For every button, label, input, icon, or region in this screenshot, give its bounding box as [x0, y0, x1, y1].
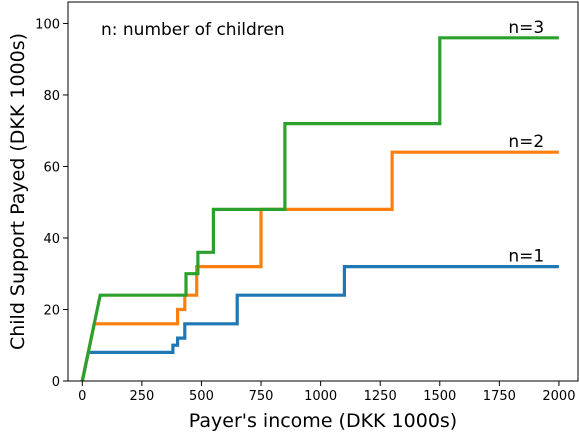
x-tick-label: 1500: [423, 389, 456, 404]
x-axis-label: Payer's income (DKK 1000s): [189, 410, 457, 432]
x-tick-label: 1250: [364, 389, 397, 404]
x-tick-label: 1750: [483, 389, 516, 404]
series-label-2: n=2: [508, 132, 544, 152]
y-tick-label: 20: [43, 303, 60, 318]
y-tick-label: 80: [43, 89, 60, 104]
x-tick-label: 0: [78, 389, 86, 404]
annotation-text: n: number of children: [101, 20, 285, 40]
y-tick-label: 0: [52, 375, 60, 390]
series-labels: n=1 n=2 n=3: [508, 18, 544, 267]
series-layer: [80, 36, 559, 382]
x-tick-label: 2000: [542, 389, 575, 404]
y-axis-label: Child Support Payed (DKK 1000s): [7, 33, 29, 350]
series-label-1: n=1: [508, 247, 544, 267]
x-tick-label: 1000: [304, 389, 337, 404]
x-tick-label: 250: [129, 389, 154, 404]
y-tick-label: 100: [35, 17, 60, 32]
y-tick-label: 60: [43, 160, 60, 175]
series-label-3: n=3: [508, 18, 544, 38]
plot-frame: [67, 1, 579, 382]
x-tick-label: 750: [249, 389, 274, 404]
y-tick-label: 40: [43, 232, 60, 247]
tick-layer: 0 250 500 750 1000 1250 1500 1750 2000 0 20 40 60 80 1…: [35, 17, 575, 404]
series-line-2: [80, 150, 559, 382]
series-line-1: [80, 265, 559, 382]
x-tick-label: 500: [189, 389, 214, 404]
series-line-3: [80, 36, 559, 382]
